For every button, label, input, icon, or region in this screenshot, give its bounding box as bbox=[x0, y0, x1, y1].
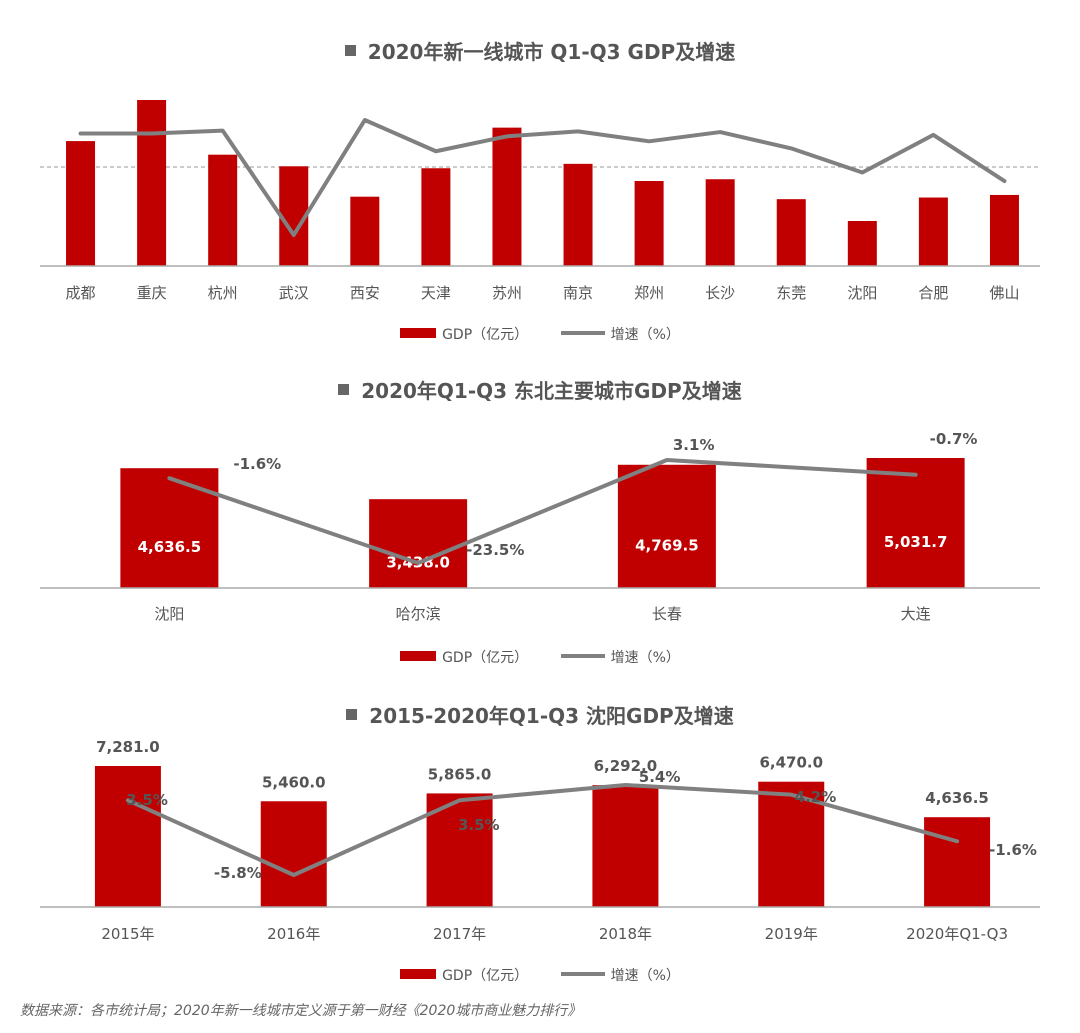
gdp-value-label: 5,460.0 bbox=[262, 773, 326, 791]
gdp-bar bbox=[421, 168, 451, 266]
growth-value-label: -1.6% bbox=[989, 841, 1037, 859]
legend-gdp: GDP（亿元） bbox=[400, 324, 528, 344]
legend-growth: 增速（%） bbox=[560, 647, 680, 667]
category-tick-label: 2019年 bbox=[765, 925, 818, 943]
gdp-value-label: 4,636.5 bbox=[925, 789, 989, 807]
category-tick-label: 郑州 bbox=[634, 284, 664, 302]
growth-value-label: 4.2% bbox=[795, 788, 837, 806]
category-tick-label: 西安 bbox=[350, 284, 380, 302]
category-tick-label: 长春 bbox=[652, 605, 682, 623]
gdp-bar bbox=[94, 766, 161, 907]
title-square-icon bbox=[346, 709, 358, 720]
gdp-bar bbox=[350, 196, 380, 266]
growth-value-label: 3.5% bbox=[458, 816, 500, 834]
gdp-bar bbox=[847, 220, 877, 266]
growth-line bbox=[125, 783, 960, 877]
title-square-icon bbox=[338, 384, 350, 395]
growth-value-label: -23.5% bbox=[466, 541, 524, 559]
chart3-legend: GDP（亿元） 增速（%） bbox=[0, 965, 1080, 985]
category-tick-label: 2016年 bbox=[267, 925, 320, 943]
gdp-bar bbox=[866, 458, 965, 588]
gdp-value-label: 5,031.7 bbox=[884, 533, 948, 551]
growth-value-label: 3.5% bbox=[126, 791, 168, 809]
gdp-value-label: 6,292.0 bbox=[594, 757, 658, 775]
gdp-value-label: 7,281.0 bbox=[96, 738, 160, 756]
category-tick-label: 沈阳 bbox=[154, 605, 184, 623]
line-swatch-icon bbox=[560, 331, 605, 335]
category-tick-label: 2017年 bbox=[433, 925, 486, 943]
category-tick-label: 合肥 bbox=[918, 284, 948, 302]
category-tick-label: 沈阳 bbox=[847, 284, 877, 302]
title-square-icon bbox=[344, 45, 356, 56]
growth-value-label: -5.8% bbox=[214, 864, 262, 882]
bar-swatch-icon bbox=[400, 328, 437, 338]
gdp-value-label: 6,470.0 bbox=[759, 754, 823, 772]
line-swatch-icon bbox=[560, 972, 605, 976]
category-tick-label: 哈尔滨 bbox=[396, 605, 441, 623]
growth-value-label: 5.4% bbox=[639, 768, 681, 786]
category-tick-label: 大连 bbox=[901, 605, 931, 623]
bar-swatch-icon bbox=[400, 969, 437, 979]
category-tick-label: 武汉 bbox=[279, 284, 309, 302]
chart2-title: 2020年Q1-Q3 东北主要城市GDP及增速 bbox=[0, 375, 1080, 404]
category-tick-label: 长沙 bbox=[705, 284, 735, 302]
legend-gdp: GDP（亿元） bbox=[400, 965, 528, 985]
gdp-bar bbox=[918, 197, 948, 266]
bar-swatch-icon bbox=[400, 651, 437, 661]
category-tick-label: 天津 bbox=[421, 284, 451, 302]
gdp-bar bbox=[617, 464, 716, 588]
category-tick-label: 杭州 bbox=[208, 284, 238, 302]
growth-value-label: -0.7% bbox=[930, 430, 978, 448]
legend-growth: 增速（%） bbox=[560, 324, 680, 344]
chart3-title: 2015-2020年Q1-Q3 沈阳GDP及增速 bbox=[0, 700, 1080, 729]
gdp-bar bbox=[137, 100, 167, 266]
chart1-plot: 成都 重庆 杭州 武汉 西安 天津 苏州 南京 郑州 长沙 东莞 沈阳 合肥 佛山 bbox=[40, 100, 1040, 302]
legend-growth: 增速（%） bbox=[560, 965, 680, 985]
growth-line bbox=[78, 118, 1007, 237]
gdp-bar bbox=[592, 785, 659, 907]
category-tick-label: 2020年Q1-Q3 bbox=[906, 925, 1008, 943]
gdp-bar bbox=[924, 817, 991, 907]
category-tick-label: 2015年 bbox=[101, 925, 154, 943]
gdp-bar bbox=[989, 194, 1019, 266]
growth-line bbox=[167, 458, 918, 565]
category-tick-label: 苏州 bbox=[492, 284, 522, 302]
gdp-bar bbox=[705, 179, 735, 266]
gdp-value-label: 5,865.0 bbox=[428, 765, 492, 783]
category-tick-label: 东莞 bbox=[776, 284, 806, 302]
gdp-bar bbox=[66, 141, 96, 266]
gdp-value-label: 4,769.5 bbox=[635, 536, 699, 554]
gdp-bar bbox=[369, 499, 468, 588]
chart2-legend: GDP（亿元） 增速（%） bbox=[0, 647, 1080, 667]
growth-value-label: -1.6% bbox=[233, 455, 281, 473]
chart1-title: 2020年新一线城市 Q1-Q3 GDP及增速 bbox=[0, 36, 1080, 65]
growth-value-label: 3.1% bbox=[673, 436, 715, 454]
gdp-bar bbox=[492, 127, 522, 266]
category-tick-label: 2018年 bbox=[599, 925, 652, 943]
category-tick-label: 佛山 bbox=[989, 284, 1019, 302]
gdp-bar bbox=[563, 163, 593, 266]
gdp-bar bbox=[120, 468, 219, 588]
chart2-plot: 4,636.53,438.04,769.5 5,031.7-1.6%-23.5%3… bbox=[40, 430, 1040, 623]
line-swatch-icon bbox=[560, 654, 605, 658]
data-source-note: 数据来源：各市统计局；2020年新一线城市定义源于第一财经《2020城市商业魅力… bbox=[20, 1003, 582, 1019]
gdp-bar bbox=[260, 801, 327, 907]
chart1-legend: GDP（亿元） 增速（%） bbox=[0, 324, 1080, 344]
legend-gdp: GDP（亿元） bbox=[400, 647, 528, 667]
gdp-bar bbox=[208, 154, 238, 266]
category-tick-label: 成都 bbox=[66, 284, 96, 302]
gdp-bar bbox=[634, 181, 664, 266]
gdp-bar bbox=[776, 199, 806, 266]
category-tick-label: 重庆 bbox=[137, 284, 167, 302]
category-tick-label: 南京 bbox=[563, 284, 593, 302]
chart3-plot: 7,281.0 5,460.0 5,865.0 6,292.0 6,470.0 4,636… bbox=[40, 738, 1040, 943]
gdp-value-label: 4,636.5 bbox=[138, 538, 202, 556]
